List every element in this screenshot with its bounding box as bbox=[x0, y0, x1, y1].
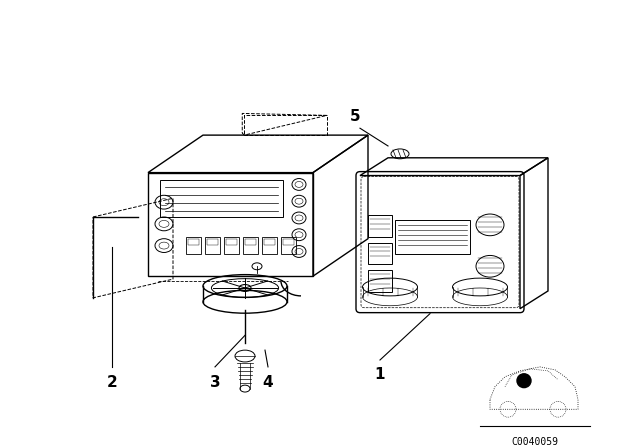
Text: 4: 4 bbox=[262, 375, 273, 390]
Text: 3: 3 bbox=[210, 375, 220, 390]
Text: C0040059: C0040059 bbox=[511, 437, 559, 447]
Text: 2: 2 bbox=[107, 375, 117, 390]
Text: 1: 1 bbox=[375, 367, 385, 382]
Circle shape bbox=[517, 374, 531, 388]
Text: 5: 5 bbox=[349, 109, 360, 124]
